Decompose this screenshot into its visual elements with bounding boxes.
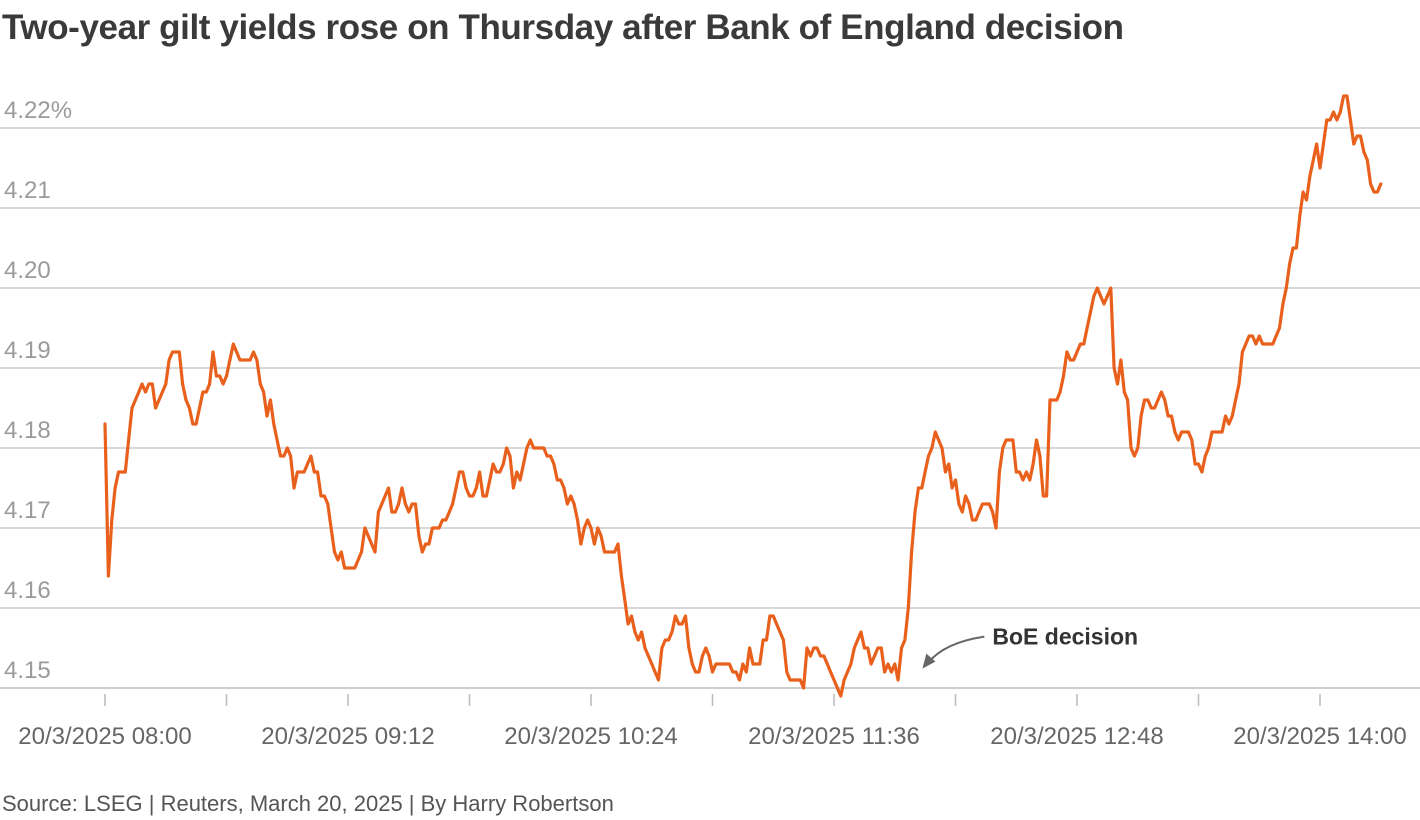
x-axis-ticks: 20/3/2025 08:00 20/3/2025 09:12 20/3/2025 … xyxy=(18,694,1407,750)
y-tick-label: 4.21 xyxy=(4,177,51,204)
annotation-label-boe-decision: BoE decision xyxy=(992,624,1138,650)
y-tick-label: 4.17 xyxy=(4,497,51,524)
y-tick-label: 4.18 xyxy=(4,417,51,444)
annotation-arrowhead xyxy=(922,653,936,669)
annotation-arrow xyxy=(927,635,985,664)
y-axis-ticks: 4.22% 4.21 4.20 4.19 4.18 4.17 4.16 4.15 xyxy=(4,97,72,684)
x-tick-label: 20/3/2025 08:00 xyxy=(18,723,192,750)
chart-title: Two-year gilt yields rose on Thursday af… xyxy=(2,8,1124,47)
annotation: BoE decision xyxy=(922,624,1138,669)
series-line-gilt-yield xyxy=(103,94,1383,698)
y-tick-label: 4.22% xyxy=(4,97,72,124)
gridlines xyxy=(0,127,1420,609)
y-tick-label: 4.16 xyxy=(4,577,51,604)
x-tick-label: 20/3/2025 14:00 xyxy=(1233,723,1407,750)
y-tick-label: 4.20 xyxy=(4,257,51,284)
x-tick-label: 20/3/2025 09:12 xyxy=(261,723,435,750)
line-chart: 4.22% 4.21 4.20 4.19 4.18 4.17 4.16 4.15 20/3/2… xyxy=(0,94,1420,750)
source-credit: Source: LSEG | Reuters, March 20, 2025 |… xyxy=(2,791,614,816)
x-tick-label: 20/3/2025 11:36 xyxy=(748,723,920,750)
x-tick-label: 20/3/2025 12:48 xyxy=(990,723,1164,750)
x-tick-label: 20/3/2025 10:24 xyxy=(504,723,678,750)
y-tick-label: 4.15 xyxy=(4,657,51,684)
y-tick-label: 4.19 xyxy=(4,337,51,364)
